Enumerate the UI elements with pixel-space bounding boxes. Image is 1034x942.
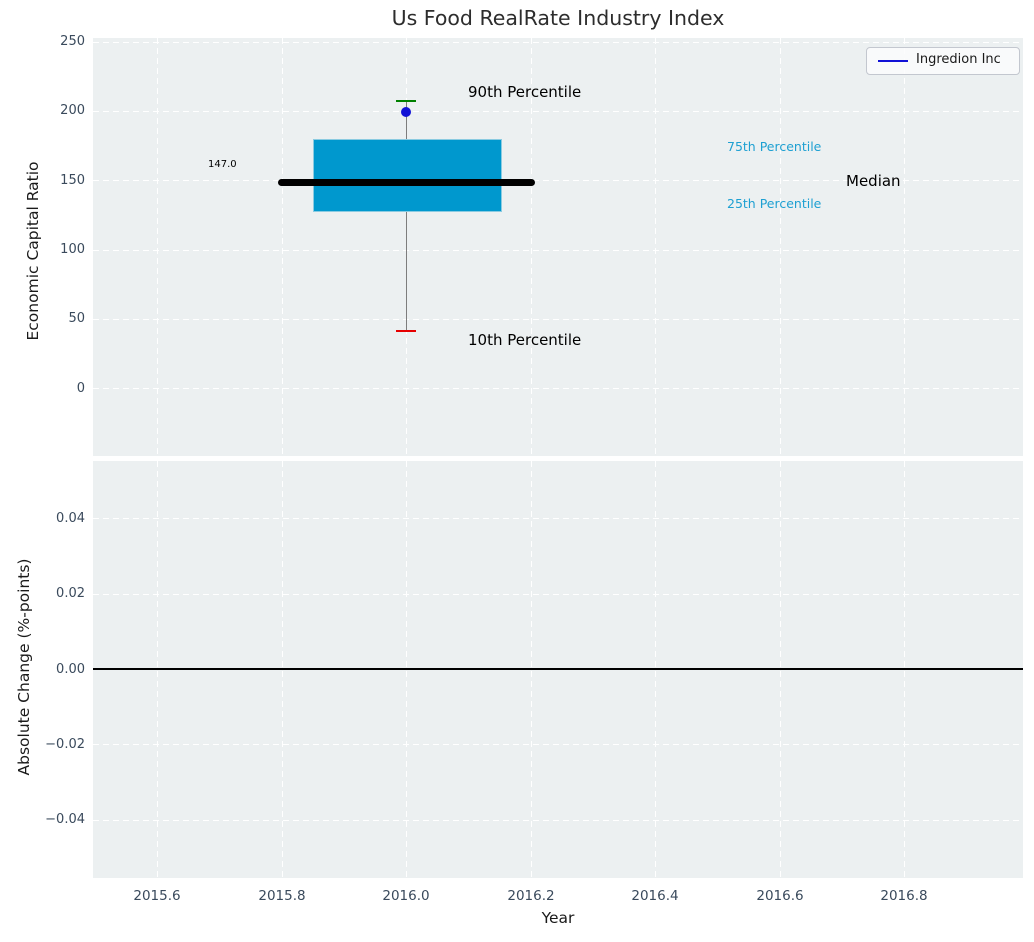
annotation-median-value: 147.0: [208, 159, 237, 170]
gridline-v: [531, 38, 533, 456]
y-tick-label: 0: [76, 381, 85, 396]
y-tick-label: 0.00: [56, 661, 85, 677]
gridline-v: [282, 38, 284, 456]
gridline-h: [93, 111, 1023, 113]
annotation-median: Median: [846, 172, 901, 190]
y-tick-label: 100: [60, 242, 85, 257]
gridline-h: [93, 388, 1023, 390]
gridline-v: [655, 38, 657, 456]
annotation-75th-percentile: 75th Percentile: [727, 139, 822, 154]
legend-label: Ingredion Inc: [916, 52, 1001, 67]
y-tick-label: 0.02: [56, 586, 85, 601]
y-tick-label: 50: [68, 311, 85, 326]
chart-title: Us Food RealRate Industry Index: [391, 6, 725, 30]
y-tick-label: −0.04: [45, 812, 85, 827]
top-y-axis-label: Economic Capital Ratio: [24, 161, 42, 341]
gridline-h: [93, 180, 1023, 182]
gridline-h: [93, 250, 1023, 252]
y-tick-label: −0.02: [45, 736, 85, 752]
gridline-h: [93, 518, 1023, 520]
y-tick-label: 150: [60, 173, 85, 188]
x-tick-label: 2016.2: [507, 888, 555, 904]
bottom-axes-absolute-change: [93, 461, 1023, 878]
gridline-h: [93, 744, 1023, 746]
legend-line-sample: [878, 59, 908, 63]
bottom-y-axis-label: Absolute Change (%-points): [15, 558, 33, 776]
whisker-line: [405, 101, 407, 331]
y-tick-label: 250: [60, 34, 85, 49]
company-marker-dot: [401, 107, 411, 117]
p10-whisker-cap: [396, 329, 416, 333]
x-tick-label: 2016.8: [880, 888, 928, 904]
gridline-v: [157, 38, 159, 456]
gridline-v: [904, 38, 906, 456]
x-tick-label: 2016.4: [631, 888, 679, 904]
iqr-box: [313, 139, 502, 212]
gridline-h: [93, 319, 1023, 321]
gridline-h: [93, 41, 1023, 43]
y-tick-label: 200: [60, 103, 85, 118]
x-tick-label: 2015.8: [258, 888, 306, 904]
gridline-h: [93, 593, 1023, 595]
x-axis-label: Year: [541, 909, 575, 927]
p90-whisker-cap: [396, 99, 416, 103]
annotation-90th-percentile: 90th Percentile: [468, 83, 582, 101]
x-tick-label: 2015.6: [133, 888, 181, 904]
annotation-25th-percentile: 25th Percentile: [727, 196, 822, 211]
legend-box: Ingredion Inc: [866, 47, 1020, 75]
gridline-h: [93, 819, 1023, 821]
x-tick-label: 2016.0: [382, 888, 430, 904]
annotation-10th-percentile: 10th Percentile: [468, 331, 582, 349]
x-tick-label: 2016.6: [756, 888, 804, 904]
gridline-v: [780, 38, 782, 456]
median-line: [278, 178, 535, 186]
y-tick-label: 0.04: [56, 510, 85, 526]
zero-reference-line: [93, 668, 1023, 670]
top-axes-economic-capital-ratio: 90th Percentile 10th Percentile 75th Per…: [93, 38, 1023, 456]
